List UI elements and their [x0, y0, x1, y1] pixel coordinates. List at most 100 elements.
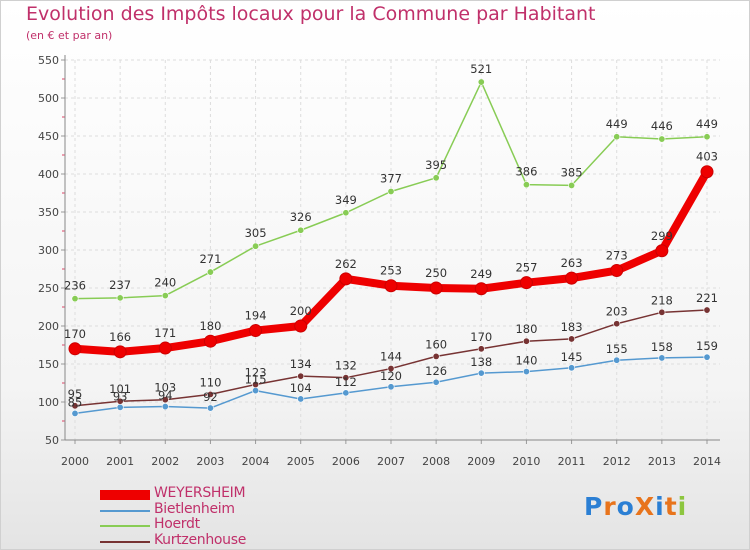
x-tick-label: 2002 [151, 455, 179, 468]
data-label: 449 [606, 117, 628, 131]
data-label: 170 [64, 327, 86, 341]
x-tick-label: 2013 [648, 455, 676, 468]
y-tick-label: 500 [38, 92, 59, 105]
data-label: 249 [470, 267, 492, 281]
logo-letter: P [584, 492, 604, 521]
data-label: 203 [606, 305, 628, 319]
data-point [387, 365, 395, 373]
x-tick-label: 2011 [558, 455, 586, 468]
data-point [474, 282, 488, 296]
data-label: 103 [154, 381, 176, 395]
data-point [613, 133, 621, 141]
legend-swatch [100, 490, 150, 500]
data-point [703, 353, 711, 361]
data-label: 95 [68, 387, 83, 401]
x-tick-label: 2003 [196, 455, 224, 468]
data-label: 120 [380, 369, 402, 383]
data-label: 263 [561, 256, 583, 270]
legend-label: Bietlenheim [154, 500, 235, 517]
data-point [703, 306, 711, 314]
data-point [387, 187, 395, 195]
data-point [568, 335, 576, 343]
data-label: 200 [290, 304, 312, 318]
y-tick-label: 300 [38, 244, 59, 257]
data-label: 180 [515, 322, 537, 336]
data-label: 257 [515, 261, 537, 275]
data-point [249, 324, 263, 338]
data-point [252, 242, 260, 250]
data-label: 326 [290, 210, 312, 224]
logo-letter: t [664, 492, 678, 521]
data-label: 250 [425, 266, 447, 280]
data-label: 159 [696, 339, 718, 353]
data-label: 171 [154, 326, 176, 340]
data-point [432, 352, 440, 360]
data-label: 236 [64, 279, 86, 293]
data-label: 218 [651, 293, 673, 307]
x-tick-label: 2010 [512, 455, 540, 468]
data-label: 123 [245, 366, 267, 380]
x-tick-label: 2012 [603, 455, 631, 468]
legend-label: Kurtzenhouse [154, 531, 247, 548]
chart-subtitle: (en € et par an) [26, 29, 113, 42]
data-point [342, 209, 350, 217]
x-tick-label: 2014 [693, 455, 721, 468]
data-label: 160 [425, 337, 447, 351]
y-tick-label: 550 [38, 54, 59, 67]
y-tick-label: 400 [38, 168, 59, 181]
y-tick-label: 50 [45, 434, 59, 447]
x-tick-label: 2004 [242, 455, 270, 468]
data-point [294, 319, 308, 333]
data-label: 115 [245, 373, 267, 387]
data-point [658, 354, 666, 362]
data-point [252, 387, 260, 395]
data-label: 386 [515, 165, 537, 179]
data-label: 101 [109, 382, 131, 396]
data-point [700, 165, 714, 179]
data-point [387, 383, 395, 391]
data-label: 403 [696, 150, 718, 164]
data-point [116, 397, 124, 405]
data-label: 253 [380, 264, 402, 278]
data-point [158, 341, 172, 355]
data-point [610, 264, 624, 278]
data-label: 446 [651, 119, 673, 133]
data-point [206, 268, 214, 276]
x-tick-label: 2007 [377, 455, 405, 468]
data-label: 112 [335, 375, 357, 389]
y-tick-label: 250 [38, 282, 59, 295]
data-label: 134 [290, 357, 312, 371]
legend-label: WEYERSHEIM [154, 485, 246, 501]
data-point [429, 281, 443, 295]
data-label: 138 [470, 355, 492, 369]
data-point [206, 390, 214, 398]
y-tick-label: 100 [38, 396, 59, 409]
logo-letter: i [677, 492, 688, 521]
y-tick-label: 350 [38, 206, 59, 219]
data-label: 144 [380, 350, 402, 364]
data-point [297, 226, 305, 234]
data-point [71, 409, 79, 417]
data-point [161, 292, 169, 300]
data-point [522, 337, 530, 345]
data-point [116, 403, 124, 411]
data-label: 166 [109, 330, 131, 344]
data-label: 158 [651, 340, 673, 354]
data-label: 449 [696, 117, 718, 131]
data-label: 273 [606, 249, 628, 263]
y-tick-label: 200 [38, 320, 59, 333]
data-point [384, 279, 398, 293]
data-point [703, 133, 711, 141]
data-label: 94 [158, 389, 173, 403]
data-point [206, 404, 214, 412]
data-label: 93 [113, 389, 128, 403]
data-label: 92 [203, 390, 218, 404]
data-label: 110 [199, 375, 221, 389]
data-point [477, 78, 485, 86]
data-point [161, 403, 169, 411]
data-label: 262 [335, 257, 357, 271]
data-label: 170 [470, 330, 492, 344]
data-label: 521 [470, 62, 492, 76]
